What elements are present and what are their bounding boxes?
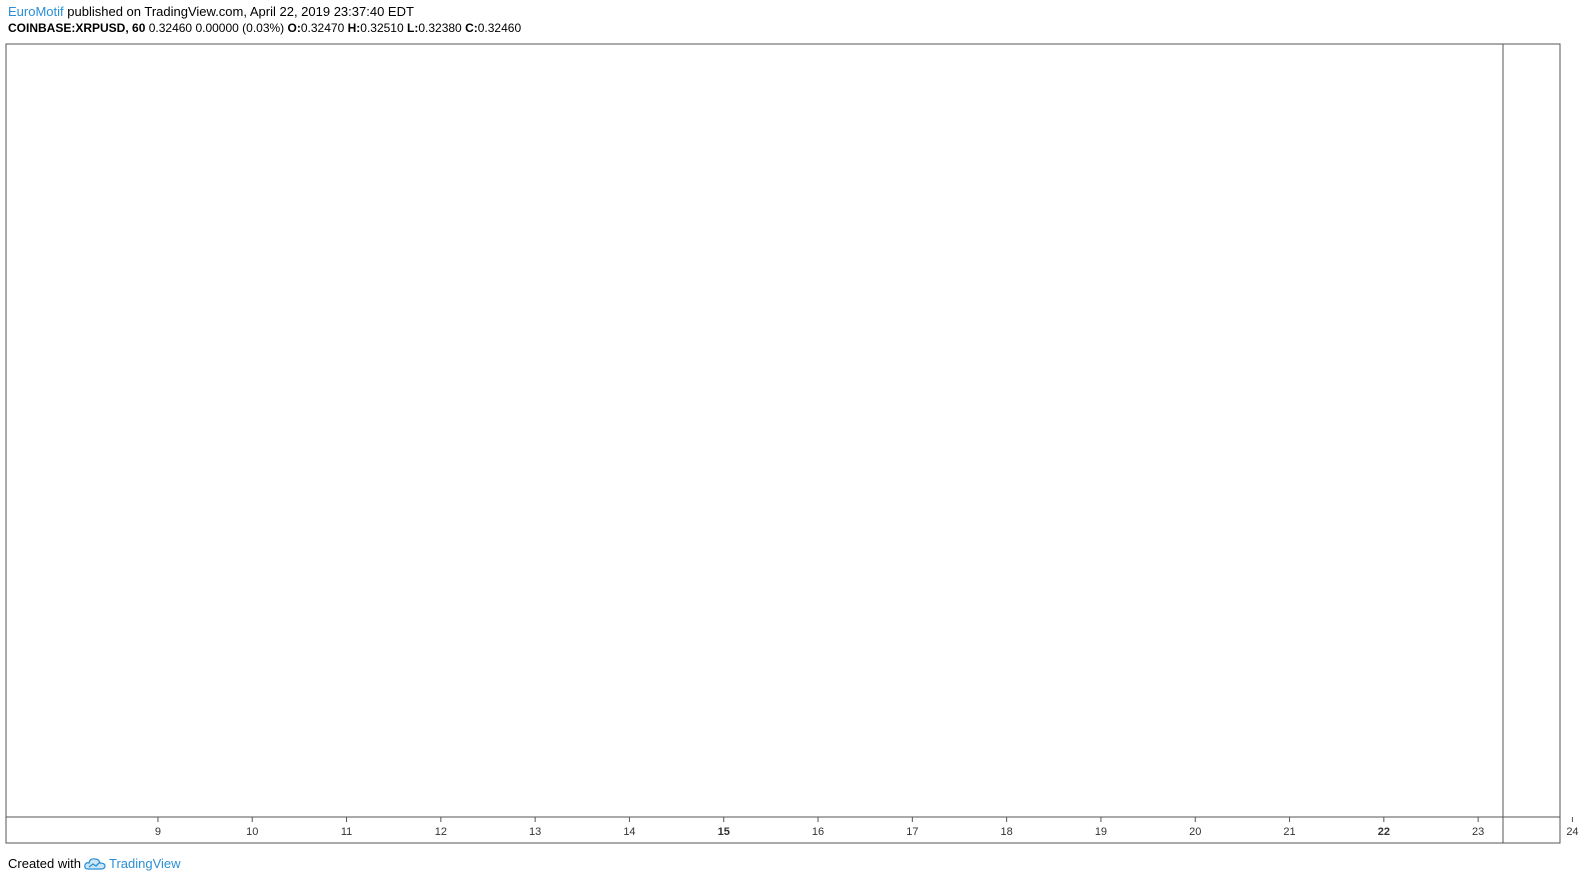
publish-info: published on TradingView.com, April 22, …: [67, 4, 414, 19]
x-tick-label: 9: [155, 826, 161, 838]
symbol-line: COINBASE:XRPUSD, 60 0.32460 0.00000 (0.0…: [8, 21, 521, 35]
tradingview-cloud-icon: [84, 857, 106, 870]
close-label: C:: [465, 21, 478, 35]
x-tick-label: 24: [1566, 826, 1578, 838]
x-tick-label: 18: [1001, 826, 1013, 838]
x-tick-label: 13: [529, 826, 541, 838]
x-tick-label: 14: [623, 826, 635, 838]
high-value: 0.32510: [360, 21, 404, 35]
tradingview-brand[interactable]: TradingView: [108, 856, 181, 871]
created-with-text: Created with: [8, 856, 81, 871]
plot-frame: [5, 43, 1561, 844]
x-tick-label: 16: [812, 826, 824, 838]
author-link[interactable]: EuroMotif: [8, 4, 64, 19]
x-tick-label: 10: [246, 826, 258, 838]
open-value: 0.32470: [300, 21, 345, 35]
close-value: 0.32460: [477, 21, 522, 35]
x-tick-label: 15: [718, 826, 730, 838]
low-value: 0.32380: [418, 21, 462, 35]
open-label: O:: [287, 21, 301, 35]
plot-background: [6, 44, 1503, 817]
x-axis: 9 10 11 12 13 14 15 16 17 18 19 20 21 22 23 24: [155, 817, 1579, 838]
high-label: H:: [347, 21, 361, 35]
x-tick-label: 20: [1189, 826, 1201, 838]
x-tick-label: 21: [1283, 826, 1295, 838]
symbol-interval: COINBASE:XRPUSD, 60: [8, 21, 146, 35]
price-change: 0.00000 (0.03%): [195, 21, 285, 35]
low-label: L:: [407, 21, 419, 35]
x-tick-label: 17: [906, 826, 918, 838]
last-price: 0.32460: [148, 21, 193, 35]
footer: Created with TradingView: [8, 856, 181, 871]
x-tick-label: 12: [435, 826, 447, 838]
publish-line: EuroMotif published on TradingView.com, …: [8, 4, 414, 19]
x-tick-label: 11: [341, 826, 352, 838]
x-tick-label: 22: [1378, 826, 1390, 838]
chart-border: [5, 43, 1561, 844]
x-tick-label: 23: [1472, 826, 1484, 838]
x-tick-label: 19: [1095, 826, 1107, 838]
